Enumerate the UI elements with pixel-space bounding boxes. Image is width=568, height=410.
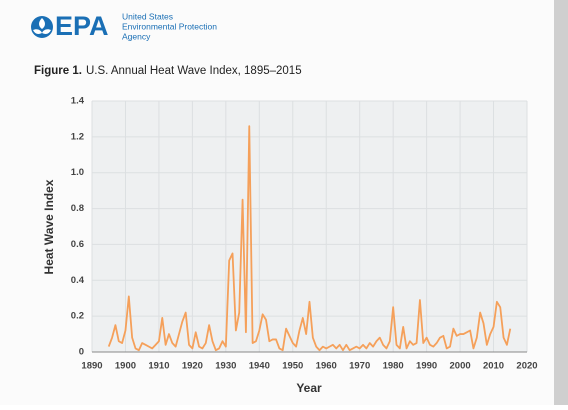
x-tick-label: 1920 xyxy=(182,361,203,372)
logo-text: EPA xyxy=(55,11,109,41)
y-tick-label: 0.2 xyxy=(71,311,84,322)
x-tick-label: 2010 xyxy=(483,361,504,372)
y-tick-label: 0.8 xyxy=(71,203,84,214)
chart-title: U.S. Annual Heat Wave Index, 1895–2015 xyxy=(86,65,302,77)
x-tick-label: 1970 xyxy=(349,361,370,372)
x-tick-label: 1940 xyxy=(249,361,270,372)
y-tick-label: 1.0 xyxy=(71,167,84,178)
y-axis-label: Heat Wave Index xyxy=(42,179,56,274)
x-tick-label: 1890 xyxy=(81,361,102,372)
agency-line: Agency xyxy=(122,31,151,41)
figure-title: Figure 1. U.S. Annual Heat Wave Index, 18… xyxy=(34,65,302,77)
x-tick-label: 1910 xyxy=(148,361,169,372)
epa-logo-mark xyxy=(31,16,53,38)
x-tick-label: 1960 xyxy=(316,361,337,372)
agency-line: Environmental Protection xyxy=(122,21,217,31)
y-tick-label: 1.2 xyxy=(71,131,84,142)
x-axis-label: Year xyxy=(296,381,322,395)
x-tick-label: 1990 xyxy=(416,361,437,372)
x-tick-label: 2000 xyxy=(450,361,471,372)
plot-area xyxy=(92,101,527,352)
y-tick-label: 0.6 xyxy=(71,239,84,250)
screen-edge xyxy=(554,0,568,405)
data-line xyxy=(107,125,512,352)
y-tick-label: 0.4 xyxy=(71,275,85,286)
x-tick-label: 1950 xyxy=(282,361,303,372)
y-tick-label: 1.4 xyxy=(71,96,85,107)
x-tick-label: 1900 xyxy=(115,361,136,372)
agency-line: United States xyxy=(122,11,173,21)
x-tick-label: 1980 xyxy=(383,361,404,372)
y-tick-label: 0 xyxy=(79,347,84,358)
figure-label: Figure 1. xyxy=(34,65,82,77)
x-tick-label: 2020 xyxy=(516,361,537,372)
x-tick-label: 1930 xyxy=(215,361,236,372)
